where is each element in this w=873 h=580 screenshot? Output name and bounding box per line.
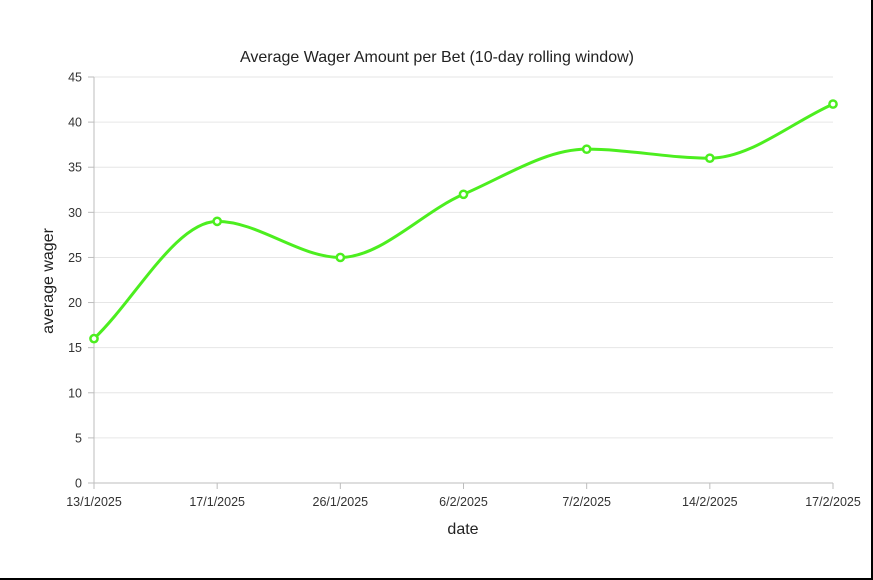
series-layer xyxy=(92,102,835,341)
data-point[interactable] xyxy=(335,252,346,263)
y-tick-label: 45 xyxy=(68,71,82,85)
y-tick-label: 5 xyxy=(75,431,82,445)
y-tick-label: 35 xyxy=(68,161,82,175)
x-tick-label: 7/2/2025 xyxy=(562,495,611,509)
data-point[interactable] xyxy=(212,216,223,227)
y-tick-label: 10 xyxy=(68,386,82,400)
data-point[interactable] xyxy=(89,333,99,344)
x-axis-ticks: 13/1/2025 17/1/2025 26/1/2025 6/2/2025 7/2/2… xyxy=(66,483,861,509)
x-tick-label: 13/1/2025 xyxy=(66,495,122,509)
x-tick-label: 26/1/2025 xyxy=(313,495,369,509)
x-tick-label: 6/2/2025 xyxy=(439,495,488,509)
y-axis-label: average wager xyxy=(40,227,57,334)
y-tick-label: 0 xyxy=(75,477,82,491)
y-tick-label: 20 xyxy=(68,296,82,310)
y-tick-label: 40 xyxy=(68,116,82,130)
gridlines xyxy=(94,76,833,439)
data-point[interactable] xyxy=(828,99,838,109)
axes xyxy=(93,77,833,484)
chart-title: Average Wager Amount per Bet (10-day rol… xyxy=(240,49,634,66)
y-tick-label: 25 xyxy=(68,251,82,265)
data-point[interactable] xyxy=(704,153,715,164)
y-axis-ticks: 0 5 10 15 20 25 30 35 40 45 xyxy=(68,71,94,491)
data-point[interactable] xyxy=(458,189,469,200)
x-tick-label: 14/2/2025 xyxy=(682,495,738,509)
x-tick-label: 17/2/2025 xyxy=(805,495,861,509)
y-tick-label: 15 xyxy=(68,341,82,355)
points-layer xyxy=(89,99,838,344)
series-line xyxy=(92,102,835,341)
data-point[interactable] xyxy=(581,144,592,155)
x-axis-label: date xyxy=(447,521,478,538)
x-tick-label: 17/1/2025 xyxy=(189,495,245,509)
y-tick-label: 30 xyxy=(68,206,82,220)
